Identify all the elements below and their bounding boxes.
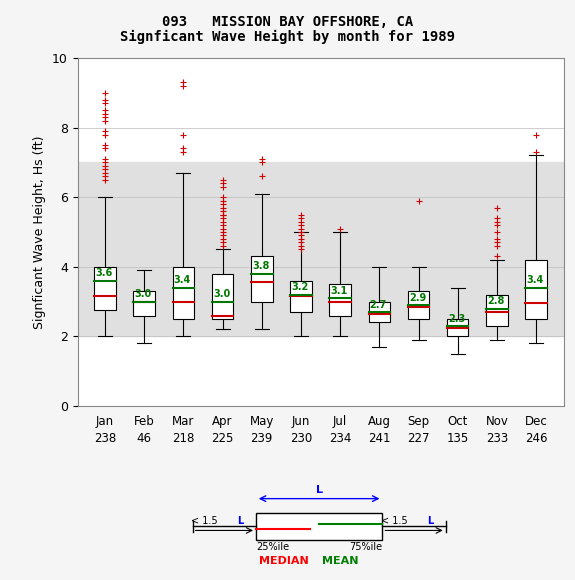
Text: 2.8: 2.8 <box>487 296 505 306</box>
Text: Mar: Mar <box>172 415 194 427</box>
Bar <box>486 295 508 326</box>
Text: 3.4: 3.4 <box>527 276 544 285</box>
Bar <box>526 260 547 319</box>
Text: Nov: Nov <box>485 415 508 427</box>
Bar <box>369 302 390 322</box>
Text: 135: 135 <box>447 432 469 445</box>
Text: 3.4: 3.4 <box>174 276 191 285</box>
Text: L: L <box>237 516 243 527</box>
Text: 46: 46 <box>137 432 152 445</box>
Text: L: L <box>316 485 323 495</box>
Text: MEAN: MEAN <box>323 556 359 566</box>
Text: 2.7: 2.7 <box>370 300 387 310</box>
Text: 233: 233 <box>486 432 508 445</box>
Bar <box>290 281 312 312</box>
Text: 3.6: 3.6 <box>95 269 113 278</box>
Text: Signficant Wave Height by month for 1989: Signficant Wave Height by month for 1989 <box>120 30 455 44</box>
Text: < 1.5: < 1.5 <box>191 516 221 527</box>
Text: 3.8: 3.8 <box>252 262 270 271</box>
Text: Jul: Jul <box>333 415 347 427</box>
Text: 225: 225 <box>212 432 234 445</box>
Text: 3.1: 3.1 <box>331 286 348 296</box>
Bar <box>94 267 116 310</box>
Bar <box>251 256 273 302</box>
Text: 241: 241 <box>368 432 390 445</box>
Bar <box>447 319 469 336</box>
Text: Apr: Apr <box>212 415 233 427</box>
Text: 227: 227 <box>407 432 430 445</box>
Bar <box>133 291 155 316</box>
Text: 238: 238 <box>94 432 116 445</box>
Text: Dec: Dec <box>525 415 547 427</box>
Bar <box>256 513 382 540</box>
Text: 093   MISSION BAY OFFSHORE, CA: 093 MISSION BAY OFFSHORE, CA <box>162 14 413 28</box>
Bar <box>408 291 430 319</box>
Bar <box>212 274 233 319</box>
Text: 239: 239 <box>251 432 273 445</box>
Text: Sep: Sep <box>408 415 430 427</box>
Text: 230: 230 <box>290 432 312 445</box>
Text: May: May <box>250 415 274 427</box>
Text: 75%ile: 75%ile <box>349 542 382 552</box>
Text: 3.0: 3.0 <box>213 289 230 299</box>
Text: < 1.5: < 1.5 <box>381 516 411 527</box>
Text: 246: 246 <box>525 432 547 445</box>
Text: 2.9: 2.9 <box>409 293 426 303</box>
Text: 2.3: 2.3 <box>448 314 465 324</box>
Bar <box>172 267 194 319</box>
Text: 3.2: 3.2 <box>292 282 309 292</box>
Text: 234: 234 <box>329 432 351 445</box>
Bar <box>78 162 564 336</box>
Bar <box>329 284 351 316</box>
Text: 218: 218 <box>172 432 194 445</box>
Text: 3.0: 3.0 <box>135 289 152 299</box>
Text: Jan: Jan <box>96 415 114 427</box>
Y-axis label: Signficant Wave Height, Hs (ft): Signficant Wave Height, Hs (ft) <box>33 135 47 329</box>
Text: MEDIAN: MEDIAN <box>259 556 309 566</box>
Text: Jun: Jun <box>292 415 310 427</box>
Text: Feb: Feb <box>134 415 155 427</box>
Text: L: L <box>427 516 433 527</box>
Text: Oct: Oct <box>447 415 468 427</box>
Text: 25%ile: 25%ile <box>256 542 289 552</box>
Text: Aug: Aug <box>368 415 391 427</box>
